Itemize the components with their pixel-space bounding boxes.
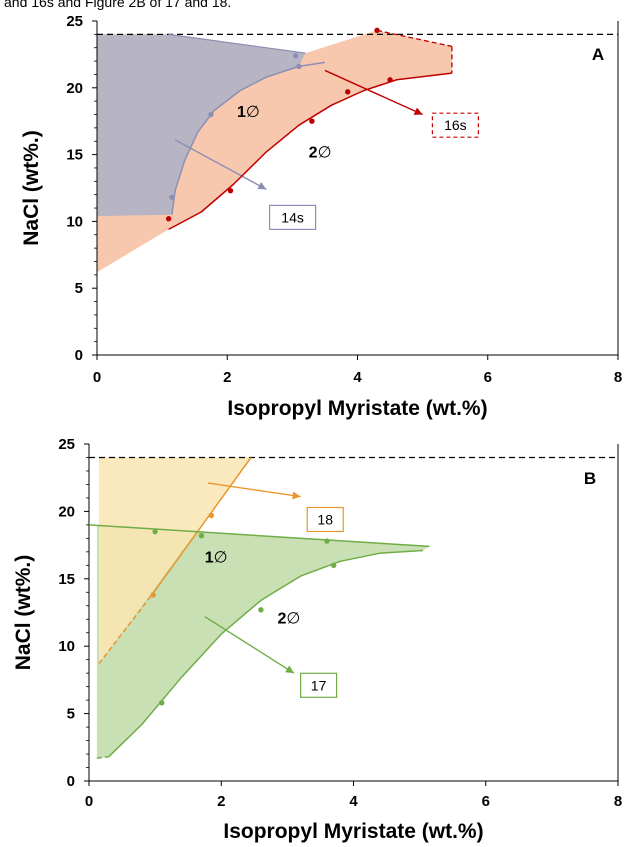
phase-symbol: ∅: [246, 104, 260, 121]
data-point-16s: [374, 27, 380, 34]
callout-box-18: [306, 506, 344, 533]
phase-symbol: ∅: [214, 550, 228, 567]
x-tick-label: 0: [93, 369, 101, 386]
y-tick-label: 0: [67, 773, 75, 790]
callout-box-14s: [268, 204, 317, 230]
x-tick-label: 0: [85, 793, 93, 810]
phase-number: 1: [237, 104, 246, 121]
x-tick-label: 8: [614, 793, 622, 810]
y-tick-label: 20: [58, 503, 75, 520]
phase-symbol: ∅: [286, 610, 300, 627]
panel-letter: A: [592, 45, 604, 64]
data-point-17: [159, 700, 165, 706]
region-17: [96, 524, 430, 759]
region-14s: [97, 34, 306, 217]
y-axis-title: NaCl (wt%.): [12, 555, 35, 671]
y-tick-label: 15: [58, 571, 75, 588]
callout-arrow-14s: [174, 139, 267, 190]
data-point-17: [152, 528, 158, 535]
callout-arrow-18: [207, 482, 301, 498]
data-point-18: [150, 592, 156, 598]
data-point-16s: [227, 187, 234, 194]
x-axis-title: Isopropyl Myristate (wt.%): [223, 820, 483, 843]
panel-b-chart: 0 2 4 6 8 0 5 10 15 20 25 Isopropyl Myristate (wt.%…: [12, 436, 622, 843]
data-point-16s: [387, 77, 393, 83]
x-axis-title: Isopropyl Myristate (wt.%): [227, 397, 487, 420]
upper-boundary-17: [88, 524, 430, 548]
phase-label: 1∅: [205, 550, 228, 567]
x-tick-label: 6: [482, 793, 490, 810]
data-point-17: [198, 532, 205, 539]
data-point-14s: [296, 63, 302, 70]
callout-box-17: [300, 672, 338, 698]
x-tick-label: 2: [217, 793, 225, 810]
phase-boundary-18: [151, 457, 252, 596]
data-point-16s: [165, 216, 172, 222]
callout-arrowhead-14s: [257, 182, 267, 190]
data-point-18: [208, 512, 215, 519]
data-point-14s: [292, 53, 299, 59]
phase-label: 1∅: [237, 104, 260, 121]
phase-label: 2∅: [277, 610, 300, 627]
callout-label-14s: 14s: [281, 209, 304, 225]
data-point-17: [258, 607, 264, 613]
x-tick-label: 4: [349, 793, 358, 810]
data-point-17: [330, 562, 337, 569]
y-tick-label: 15: [66, 147, 83, 164]
y-tick-label: 25: [58, 436, 75, 453]
phase-number: 2: [309, 144, 318, 161]
phase-number: 2: [277, 610, 286, 627]
y-tick-label: 5: [75, 280, 83, 297]
y-tick-label: 25: [66, 13, 83, 30]
y-tick-label: 10: [58, 638, 75, 655]
extrapolation-17: [96, 755, 109, 759]
data-point-16s: [345, 89, 351, 95]
callout-label-17: 17: [311, 677, 327, 693]
phase-label: 2∅: [309, 144, 332, 161]
x-tick-label: 2: [223, 369, 231, 386]
y-tick-label: 0: [75, 347, 83, 364]
dashed-edge-16s: [376, 29, 453, 48]
callout-arrowhead-18: [292, 491, 301, 500]
callout-arrow-16s: [324, 69, 423, 116]
extrapolation-18: [98, 594, 153, 665]
x-tick-label: 4: [353, 369, 362, 386]
header-fragment: and 16s and Figure 2B of 17 and 18.: [4, 0, 231, 10]
boundary-edge-14s: [168, 33, 306, 54]
y-tick-label: 20: [66, 80, 83, 97]
callout-label-16s: 16s: [444, 117, 467, 133]
phase-boundary-16s: [168, 72, 452, 231]
x-tick-label: 8: [614, 369, 622, 386]
callout-label-18: 18: [317, 511, 333, 527]
data-point-17: [324, 538, 330, 544]
data-point-14s: [169, 194, 175, 201]
panel-a-chart: 0 2 4 6 8 0 5 10 15 20 25 Isopropyl Myristate (wt.%…: [20, 13, 622, 420]
callout-arrow-17: [204, 615, 295, 674]
phase-boundary-14s: [171, 61, 326, 215]
phase-boundary-17: [108, 549, 423, 758]
y-tick-label: 5: [67, 706, 75, 723]
y-tick-label: 10: [66, 213, 83, 230]
y-axis-title: NaCl (wt%.): [20, 130, 43, 246]
panel-letter: B: [584, 469, 596, 488]
data-point-16s: [309, 118, 315, 124]
x-tick-label: 6: [484, 369, 492, 386]
callout-box-16s: [431, 112, 479, 138]
callout-arrowhead-16s: [413, 107, 423, 115]
phase-symbol: ∅: [318, 144, 332, 161]
callout-arrowhead-17: [285, 665, 294, 674]
phase-number: 1: [205, 550, 214, 567]
data-point-14s: [208, 111, 214, 118]
